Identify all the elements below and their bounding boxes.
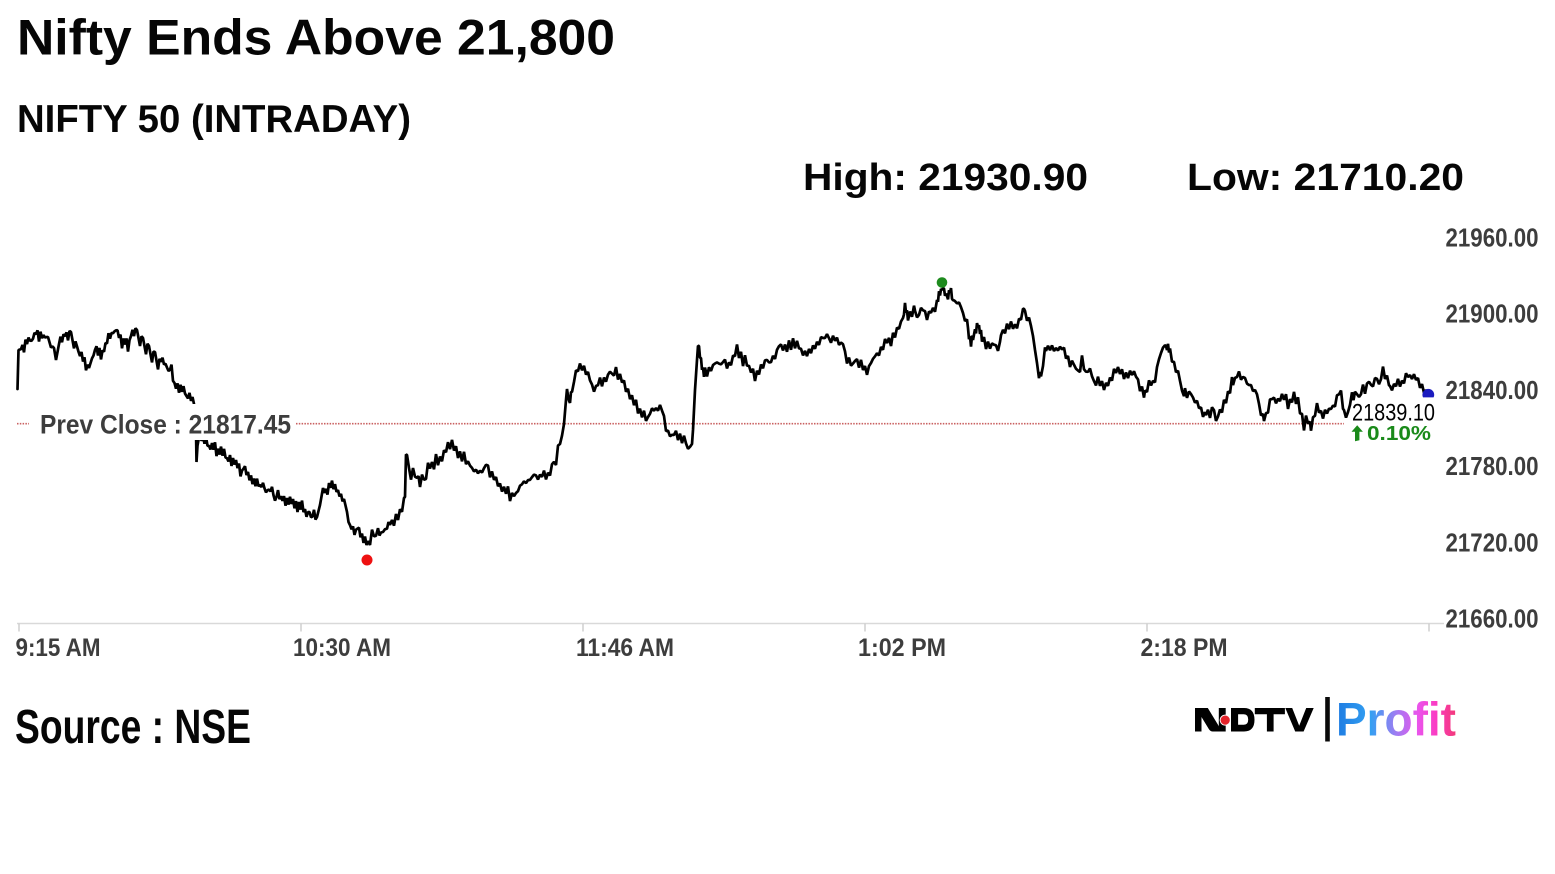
svg-text:21780.00: 21780.00 xyxy=(1446,451,1539,481)
svg-text:Low: 21710.20: Low: 21710.20 xyxy=(1187,157,1464,199)
svg-text:NIFTY 50 (INTRADAY): NIFTY 50 (INTRADAY) xyxy=(17,98,411,141)
svg-text:10:30 AM: 10:30 AM xyxy=(293,634,391,662)
svg-text:11:46 AM: 11:46 AM xyxy=(576,634,674,662)
svg-text:21960.00: 21960.00 xyxy=(1446,223,1539,253)
svg-text:Profit: Profit xyxy=(1336,693,1456,746)
svg-text:Nifty Ends Above 21,800: Nifty Ends Above 21,800 xyxy=(17,10,615,66)
svg-text:21840.00: 21840.00 xyxy=(1446,375,1539,405)
svg-text:21900.00: 21900.00 xyxy=(1446,299,1539,329)
svg-text:1:02 PM: 1:02 PM xyxy=(858,634,946,662)
svg-text:21720.00: 21720.00 xyxy=(1446,527,1539,557)
svg-text:Prev Close : 21817.45: Prev Close : 21817.45 xyxy=(40,410,291,440)
svg-text:2:18 PM: 2:18 PM xyxy=(1141,634,1228,662)
svg-text:0.10%: 0.10% xyxy=(1367,422,1431,445)
svg-text:9:15 AM: 9:15 AM xyxy=(16,634,101,662)
svg-text:Source : NSE: Source : NSE xyxy=(15,701,251,754)
svg-text:High: 21930.90: High: 21930.90 xyxy=(803,157,1088,199)
svg-text:21839.10: 21839.10 xyxy=(1352,400,1435,427)
svg-text:21660.00: 21660.00 xyxy=(1446,604,1539,634)
